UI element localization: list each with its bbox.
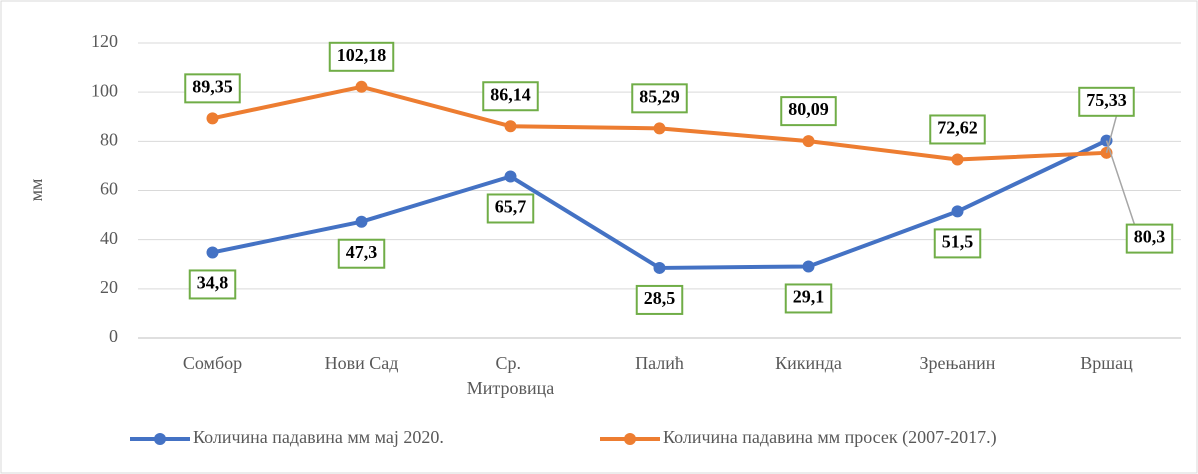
data-label-text: 65,7 — [495, 197, 527, 217]
data-label: 34,8 — [188, 269, 237, 300]
data-label: 86,14 — [482, 81, 539, 112]
data-label: 65,7 — [486, 193, 535, 224]
data-label-box — [784, 283, 833, 314]
data-label-box — [328, 41, 395, 72]
data-label-box — [635, 284, 684, 315]
data-label-box — [929, 114, 986, 145]
leader-line — [1105, 115, 1118, 154]
data-label-box — [482, 81, 539, 112]
data-label-box — [631, 83, 688, 114]
legend-marker — [624, 433, 636, 445]
y-tick-label: 60 — [100, 179, 118, 199]
series-marker — [802, 260, 815, 273]
y-tick-label: 100 — [91, 80, 118, 100]
legend-label: Количина падавина мм мај 2020. — [193, 427, 444, 447]
data-label-text: 75,33 — [1086, 90, 1127, 110]
series-marker — [951, 205, 964, 218]
y-tick-label: 80 — [100, 129, 118, 149]
data-label-box — [188, 269, 237, 300]
series-marker — [653, 122, 666, 135]
data-label-box — [780, 96, 837, 127]
leader-line — [1105, 140, 1136, 225]
data-label: 51,5 — [933, 228, 982, 259]
series-marker — [355, 215, 368, 228]
x-tick-label: Зрењанин — [920, 353, 996, 373]
series-marker — [355, 80, 368, 93]
y-axis-label: мм — [26, 179, 46, 202]
data-label: 102,18 — [328, 41, 395, 72]
data-label-text: 89,35 — [192, 76, 233, 96]
data-label-text: 34,8 — [197, 273, 229, 293]
legend-label: Количина падавина мм просек (2007-2017.) — [663, 427, 997, 448]
data-label: 80,09 — [780, 96, 837, 127]
data-label-text: 80,09 — [788, 99, 829, 119]
series-marker — [951, 153, 964, 166]
data-label: 28,5 — [635, 284, 684, 315]
data-label-box — [933, 228, 982, 259]
data-label: 85,29 — [631, 83, 688, 114]
data-label-text: 80,3 — [1134, 227, 1166, 247]
data-label-text: 102,18 — [337, 45, 387, 65]
series-marker — [206, 112, 219, 125]
data-label: 29,1 — [784, 283, 833, 314]
series-marker — [206, 246, 219, 259]
data-label-text: 85,29 — [639, 86, 680, 106]
y-tick-label: 20 — [100, 277, 118, 297]
y-tick-label: 40 — [100, 228, 118, 248]
series-marker — [653, 261, 666, 274]
series-marker — [504, 120, 517, 133]
data-label-text: 29,1 — [793, 287, 825, 307]
data-label-text: 28,5 — [644, 288, 676, 308]
data-label-box — [1125, 223, 1174, 254]
data-label: 89,35 — [184, 73, 241, 104]
data-label: 72,62 — [929, 114, 986, 145]
data-label-text: 47,3 — [346, 242, 378, 262]
y-tick-label: 0 — [109, 326, 118, 346]
data-label: 80,3 — [1125, 223, 1174, 254]
x-tick-label: Кикинда — [775, 353, 842, 373]
series-marker — [504, 170, 517, 183]
y-tick-label: 120 — [91, 31, 118, 51]
data-label-text: 51,5 — [942, 232, 974, 252]
legend-marker — [154, 433, 166, 445]
data-label-box — [337, 238, 386, 269]
data-label-text: 86,14 — [490, 84, 531, 104]
x-tick-label: Вршац — [1080, 353, 1133, 373]
x-tick-label: Сомбор — [183, 353, 242, 373]
data-label-box — [184, 73, 241, 104]
data-label: 75,33 — [1078, 86, 1135, 117]
data-label-text: 72,62 — [937, 118, 978, 138]
data-label-box — [1078, 86, 1135, 117]
x-tick-label: Ср. Митровица — [467, 353, 554, 398]
series-marker — [802, 135, 815, 148]
x-tick-label: Палић — [635, 353, 684, 373]
x-tick-label: Нови Сад — [325, 353, 399, 373]
data-label: 47,3 — [337, 238, 386, 269]
data-label-box — [486, 193, 535, 224]
